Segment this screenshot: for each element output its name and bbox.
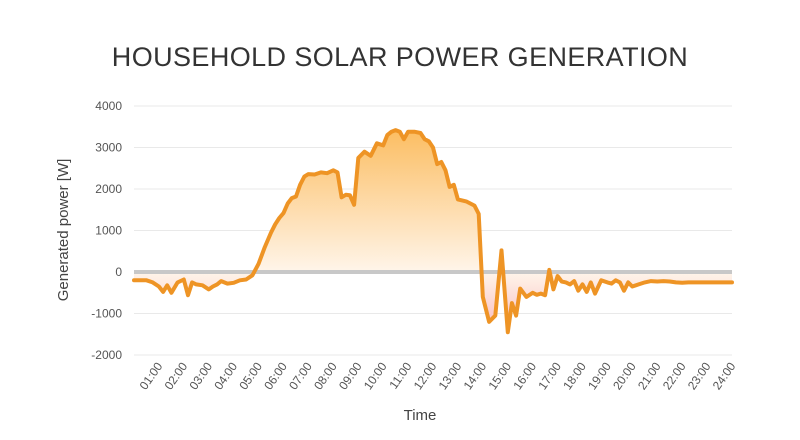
x-tick-label: 08:00 bbox=[311, 359, 340, 392]
x-tick-label: 09:00 bbox=[336, 359, 365, 392]
y-tick-label: -1000 bbox=[91, 307, 122, 321]
x-tick-label: 17:00 bbox=[535, 359, 564, 392]
x-tick-label: 04:00 bbox=[211, 359, 240, 392]
x-tick-label: 01:00 bbox=[137, 359, 166, 392]
y-tick-label: -2000 bbox=[91, 348, 122, 362]
x-tick-label: 15:00 bbox=[486, 359, 515, 392]
x-tick-label: 18:00 bbox=[560, 359, 589, 392]
x-tick-label: 19:00 bbox=[585, 359, 614, 392]
y-tick-label: 3000 bbox=[95, 141, 122, 155]
chart-title: HOUSEHOLD SOLAR POWER GENERATION bbox=[111, 42, 689, 72]
x-tick-label: 24:00 bbox=[710, 359, 739, 392]
x-tick-label: 11:00 bbox=[386, 359, 414, 391]
x-tick-label: 12:00 bbox=[411, 359, 440, 392]
x-tick-label: 13:00 bbox=[436, 359, 465, 392]
y-tick-label: 0 bbox=[115, 265, 122, 279]
x-tick-label: 03:00 bbox=[187, 359, 216, 392]
x-tick-label: 23:00 bbox=[685, 359, 714, 392]
x-tick-label: 10:00 bbox=[361, 359, 390, 392]
x-tick-label: 16:00 bbox=[510, 359, 539, 392]
area-fill bbox=[134, 130, 732, 333]
area-fill-path bbox=[134, 130, 732, 333]
y-axis-title: Generated power [W] bbox=[55, 159, 72, 302]
y-tick-labels: 4000 3000 2000 1000 0 -1000 -2000 bbox=[91, 99, 122, 362]
x-tick-label: 22:00 bbox=[660, 359, 689, 392]
x-tick-labels: 01:0002:0003:0004:0005:0006:0007:0008:00… bbox=[137, 359, 739, 392]
y-tick-label: 4000 bbox=[95, 99, 122, 113]
series-line bbox=[132, 128, 734, 335]
x-tick-label: 07:00 bbox=[286, 359, 315, 392]
y-tick-label: 2000 bbox=[95, 182, 122, 196]
x-tick-label: 05:00 bbox=[236, 359, 265, 392]
x-tick-label: 21:00 bbox=[635, 359, 664, 392]
y-tick-label: 1000 bbox=[95, 224, 122, 238]
x-tick-label: 20:00 bbox=[610, 359, 639, 392]
x-axis-title: Time bbox=[404, 407, 437, 424]
x-tick-label: 06:00 bbox=[261, 359, 290, 392]
x-tick-label: 14:00 bbox=[461, 359, 490, 392]
series-line-path bbox=[132, 128, 734, 335]
x-tick-label: 02:00 bbox=[162, 359, 191, 392]
